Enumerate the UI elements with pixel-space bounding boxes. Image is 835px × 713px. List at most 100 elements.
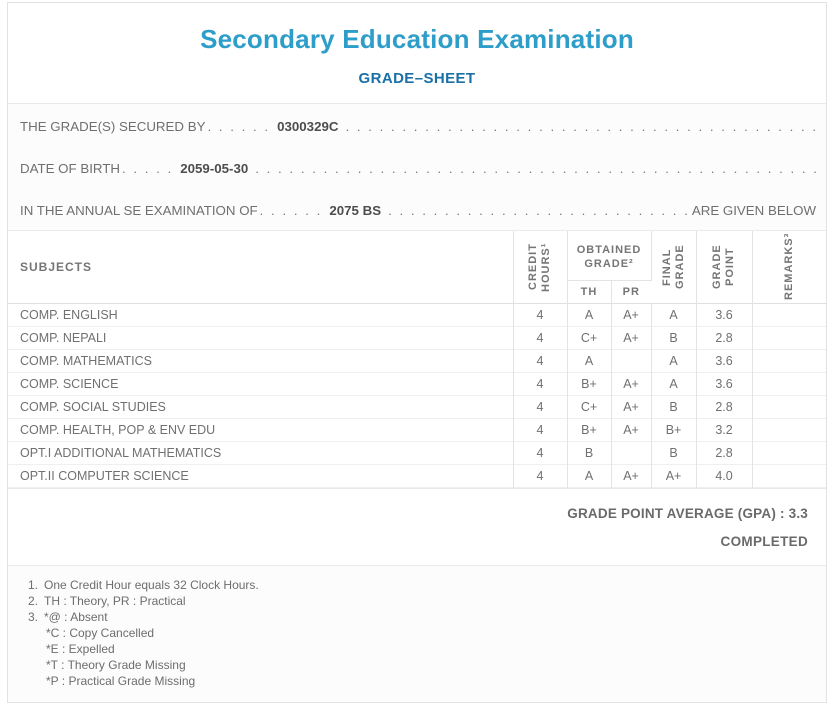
final-grade-cell: A+	[651, 464, 697, 488]
footnote-number: 2.	[28, 594, 39, 608]
th-grade-cell: A	[567, 464, 612, 488]
grade-point-cell: 3.6	[696, 303, 753, 327]
th-grade-cell: B+	[567, 418, 612, 442]
th-grade-cell: C+	[567, 395, 612, 419]
footnote-text: One Credit Hour equals 32 Clock Hours.	[44, 578, 259, 592]
pr-grade-cell: A+	[611, 418, 652, 442]
footnote-3-sub-expelled: *E : Expelled	[28, 641, 826, 657]
table-row: COMP. HEALTH, POP & ENV EDU 4 B+ A+ B+ 3…	[8, 418, 827, 442]
pr-grade-cell: A+	[611, 372, 652, 396]
column-header-remarks: REMARKS³	[752, 231, 826, 304]
grades-table: SUBJECTS CREDIT HOURS¹ OBTAINED GRADE² F…	[8, 231, 827, 488]
page-title: Secondary Education Examination	[200, 24, 634, 54]
title-section: Secondary Education Examination GRADE–SH…	[8, 3, 826, 103]
page-subtitle: GRADE–SHEET	[358, 70, 476, 87]
info-line-date-of-birth: DATE OF BIRTH . . . . . 2059-05-30 . . .…	[20, 147, 816, 189]
column-header-final-grade: FINAL GRADE	[651, 231, 697, 304]
final-grade-cell: B	[651, 441, 697, 465]
date-of-birth-value: 2059-05-30	[180, 160, 249, 176]
footnote-text: *C : Copy Cancelled	[46, 626, 155, 640]
subject-cell: COMP. MATHEMATICS	[8, 349, 514, 373]
grade-point-cell: 3.2	[696, 418, 753, 442]
credit-cell: 4	[513, 349, 568, 373]
footnote-3-sub-theory-grade-missing: *T : Theory Grade Missing	[28, 657, 826, 673]
footnote-1: 1. One Credit Hour equals 32 Clock Hours…	[28, 577, 826, 593]
column-header-th: TH	[567, 280, 612, 304]
table-row: COMP. ENGLISH 4 A A+ A 3.6	[8, 303, 827, 327]
column-header-obtained-grade: OBTAINED GRADE²	[567, 231, 652, 281]
info-line-examination-year: IN THE ANNUAL SE EXAMINATION OF . . . . …	[20, 189, 816, 231]
pr-grade-cell: A+	[611, 326, 652, 350]
footnote-text: *P : Practical Grade Missing	[46, 674, 196, 688]
info-label: DATE OF BIRTH	[20, 160, 120, 176]
footnote-3: 3. *@ : Absent	[28, 609, 826, 625]
subject-cell: COMP. ENGLISH	[8, 303, 514, 327]
subject-cell: OPT.I ADDITIONAL MATHEMATICS	[8, 441, 514, 465]
symbol-number-value: 0300329C	[277, 118, 339, 134]
info-suffix: ARE GIVEN BELOW	[691, 202, 816, 218]
info-label: IN THE ANNUAL SE EXAMINATION OF	[20, 202, 258, 218]
th-grade-cell: B	[567, 441, 612, 465]
dot-leader-fill: . . . . . . . . . . . . . . . . . . . . …	[345, 118, 816, 134]
footnote-number: 1.	[28, 578, 39, 592]
credit-hours-vertical-label: CREDIT HOURS¹	[527, 242, 552, 292]
final-grade-cell: A	[651, 349, 697, 373]
credit-cell: 4	[513, 418, 568, 442]
summary-section: GRADE POINT AVERAGE (GPA) : 3.3 COMPLETE…	[8, 489, 826, 565]
candidate-info-section: THE GRADE(S) SECURED BY . . . . . . 0300…	[8, 103, 826, 231]
remarks-cell	[752, 419, 826, 442]
remarks-vertical-label: REMARKS³	[782, 232, 795, 300]
pr-grade-cell: A+	[611, 464, 652, 488]
pr-grade-cell	[611, 349, 652, 373]
subject-cell: COMP. SOCIAL STUDIES	[8, 395, 514, 419]
gpa-line: GRADE POINT AVERAGE (GPA) : 3.3	[567, 506, 808, 521]
remarks-cell	[752, 304, 826, 327]
remarks-cell	[752, 373, 826, 396]
th-grade-cell: A	[567, 303, 612, 327]
credit-cell: 4	[513, 372, 568, 396]
exam-year-value: 2075 BS	[329, 202, 382, 218]
table-row: OPT.I ADDITIONAL MATHEMATICS 4 B B 2.8	[8, 441, 827, 465]
grade-point-cell: 3.6	[696, 372, 753, 396]
grade-sheet-page: Secondary Education Examination GRADE–SH…	[7, 2, 827, 703]
final-grade-cell: A	[651, 303, 697, 327]
credit-cell: 4	[513, 441, 568, 465]
info-label: THE GRADE(S) SECURED BY	[20, 118, 206, 134]
footnote-3-sub-practical-grade-missing: *P : Practical Grade Missing	[28, 673, 826, 689]
column-header-pr: PR	[622, 285, 640, 298]
remarks-cell	[752, 350, 826, 373]
dot-leader: . . . . .	[121, 160, 174, 176]
final-grade-vertical-label: FINAL GRADE	[660, 244, 686, 290]
result-status: COMPLETED	[720, 534, 808, 549]
final-grade-cell: B	[651, 326, 697, 350]
pr-grade-cell: A+	[611, 303, 652, 327]
dot-leader-fill: . . . . . . . . . . . . . . . . . . . . …	[255, 160, 816, 176]
grade-point-cell: 2.8	[696, 395, 753, 419]
footnote-text: TH : Theory, PR : Practical	[44, 594, 186, 608]
dot-leader: . . . . . .	[259, 202, 323, 218]
final-grade-cell: B	[651, 395, 697, 419]
grade-point-cell: 4.0	[696, 464, 753, 488]
table-row: COMP. SOCIAL STUDIES 4 C+ A+ B 2.8	[8, 395, 827, 419]
grade-point-vertical-label: GRADE POINT	[711, 244, 737, 290]
th-grade-cell: B+	[567, 372, 612, 396]
footnote-text: *T : Theory Grade Missing	[46, 658, 186, 672]
footnote-number: 3.	[28, 610, 39, 624]
remarks-cell	[752, 327, 826, 350]
remarks-cell	[752, 442, 826, 465]
subject-cell: OPT.II COMPUTER SCIENCE	[8, 464, 514, 488]
table-row: COMP. NEPALI 4 C+ A+ B 2.8	[8, 326, 827, 350]
subject-cell: COMP. SCIENCE	[8, 372, 514, 396]
footnote-text: *@ : Absent	[44, 610, 108, 624]
th-grade-cell: A	[567, 349, 612, 373]
credit-cell: 4	[513, 395, 568, 419]
subject-cell: COMP. HEALTH, POP & ENV EDU	[8, 418, 514, 442]
final-grade-cell: B+	[651, 418, 697, 442]
table-row: COMP. MATHEMATICS 4 A A 3.6	[8, 349, 827, 373]
table-row: COMP. SCIENCE 4 B+ A+ A 3.6	[8, 372, 827, 396]
footnote-2: 2. TH : Theory, PR : Practical	[28, 593, 826, 609]
th-grade-cell: C+	[567, 326, 612, 350]
dot-leader: . . . . . .	[207, 118, 271, 134]
grade-point-cell: 2.8	[696, 326, 753, 350]
footnote-text: *E : Expelled	[46, 642, 115, 656]
